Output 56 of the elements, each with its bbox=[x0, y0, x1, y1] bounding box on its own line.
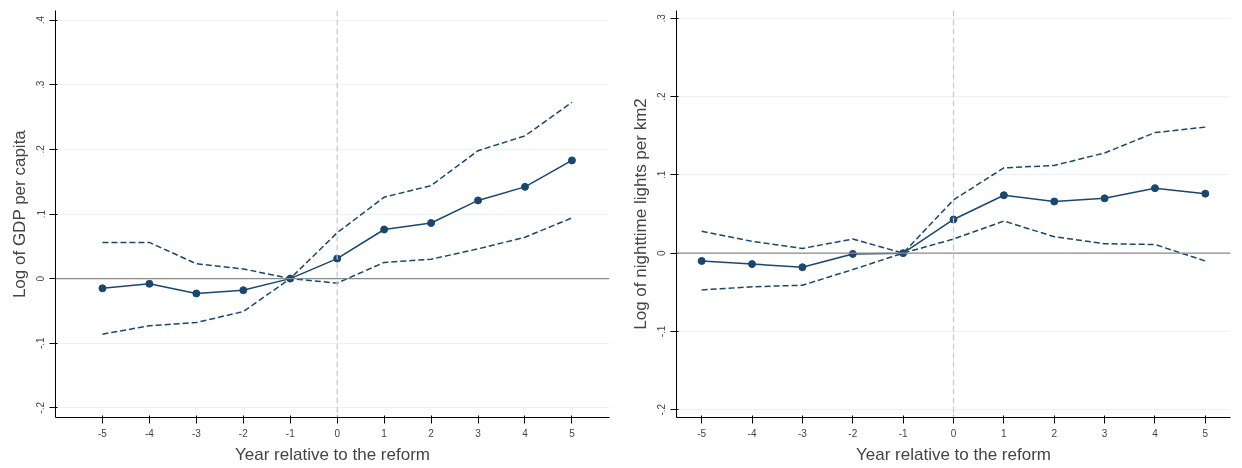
point bbox=[798, 263, 807, 272]
x-tick-label: -3 bbox=[191, 427, 202, 439]
x-tick-label: 0 bbox=[334, 427, 341, 439]
y-tick-label: .3 bbox=[35, 80, 47, 89]
y-tick-label: -.1 bbox=[35, 336, 47, 350]
y-tick-label: .2 bbox=[35, 144, 47, 154]
x-tick-label: -4 bbox=[747, 427, 757, 439]
y-tick-label: .4 bbox=[35, 15, 47, 25]
y-axis-title: Log of GDP per capita bbox=[9, 129, 29, 299]
point bbox=[98, 284, 107, 293]
point bbox=[192, 289, 201, 298]
x-tick-label: 2 bbox=[1051, 427, 1058, 439]
point bbox=[1150, 184, 1159, 193]
y-tick-label: -.2 bbox=[656, 403, 668, 416]
y-tick-label: .3 bbox=[656, 13, 668, 23]
point bbox=[1050, 197, 1059, 206]
x-tick-label: 5 bbox=[569, 427, 576, 439]
point bbox=[427, 219, 436, 228]
y-tick-label: -.1 bbox=[656, 325, 668, 338]
x-tick-label: -2 bbox=[848, 427, 858, 439]
y-axis-title: Log of nighttime lights per km2 bbox=[630, 98, 650, 330]
point bbox=[999, 191, 1008, 200]
x-axis-title: Year relative to the reform bbox=[235, 444, 430, 464]
y-tick-label: .2 bbox=[656, 91, 668, 101]
point bbox=[474, 196, 483, 205]
x-tick-label: -1 bbox=[285, 427, 296, 439]
point bbox=[748, 260, 757, 269]
x-tick-label: -2 bbox=[238, 427, 249, 439]
point bbox=[239, 286, 248, 295]
y-tick-label: .1 bbox=[656, 170, 668, 180]
x-tick-label: 3 bbox=[1101, 427, 1108, 439]
point bbox=[520, 182, 529, 191]
y-tick-label: 0 bbox=[35, 275, 47, 282]
x-tick-label: 1 bbox=[381, 427, 388, 439]
x-tick-label: 2 bbox=[428, 427, 435, 439]
point bbox=[145, 279, 154, 288]
x-tick-label: 1 bbox=[1001, 427, 1008, 439]
point bbox=[380, 225, 389, 234]
x-tick-label: 4 bbox=[522, 427, 529, 439]
point bbox=[697, 256, 706, 265]
y-tick-label: .1 bbox=[35, 209, 47, 219]
point bbox=[567, 156, 576, 165]
x-tick-label: 3 bbox=[475, 427, 482, 439]
x-tick-label: 0 bbox=[950, 427, 957, 439]
x-tick-label: -4 bbox=[144, 427, 155, 439]
x-tick-label: 5 bbox=[1202, 427, 1209, 439]
point bbox=[1100, 194, 1109, 203]
x-tick-label: 4 bbox=[1152, 427, 1159, 439]
y-tick-label: -.2 bbox=[35, 401, 47, 414]
point bbox=[1201, 189, 1210, 198]
x-axis-title: Year relative to the reform bbox=[856, 444, 1051, 464]
x-tick-label: -1 bbox=[898, 427, 909, 439]
x-tick-label: -5 bbox=[98, 427, 108, 439]
y-tick-label: 0 bbox=[656, 249, 668, 256]
x-tick-label: -3 bbox=[797, 427, 808, 439]
x-tick-label: -5 bbox=[697, 427, 707, 439]
